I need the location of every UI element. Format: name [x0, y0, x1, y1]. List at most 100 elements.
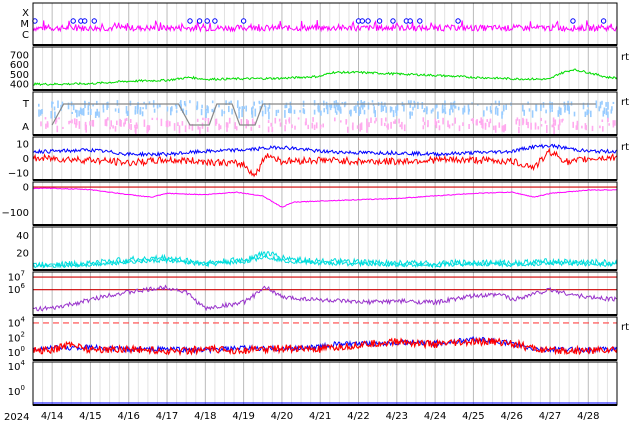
- t-mark: [175, 110, 178, 113]
- a-mark: [143, 119, 146, 127]
- x-tick-label: 4/26: [500, 411, 522, 422]
- a-mark: [322, 123, 324, 128]
- t-mark: [267, 107, 270, 112]
- t-mark: [426, 107, 428, 111]
- a-mark: [311, 122, 314, 129]
- t-mark: [268, 111, 270, 120]
- t-mark: [602, 110, 605, 117]
- a-mark: [267, 120, 270, 123]
- t-mark: [241, 109, 243, 118]
- t-mark: [117, 108, 120, 113]
- t-mark: [90, 108, 92, 115]
- a-mark: [575, 125, 578, 130]
- y-tick-label: X: [22, 8, 29, 19]
- a-mark: [401, 121, 403, 130]
- a-mark: [56, 125, 59, 133]
- a-mark: [518, 119, 521, 126]
- a-mark: [313, 124, 316, 130]
- t-mark: [320, 110, 322, 116]
- t-mark: [313, 100, 316, 106]
- a-mark: [114, 126, 117, 132]
- x-tick-label: 4/21: [309, 411, 331, 422]
- y-tick-label: 500: [10, 70, 29, 81]
- a-mark: [235, 126, 238, 131]
- a-mark: [320, 124, 322, 127]
- t-mark: [211, 108, 213, 112]
- a-mark: [599, 125, 601, 129]
- t-mark: [367, 102, 370, 110]
- t-mark: [285, 102, 288, 109]
- flare-marker: [81, 18, 88, 24]
- a-mark: [110, 120, 112, 127]
- panel-frame: [32, 2, 618, 46]
- t-mark: [275, 109, 278, 117]
- t-mark: [239, 106, 241, 110]
- t-mark: [549, 107, 551, 113]
- bz-series: [32, 147, 618, 178]
- t-mark: [39, 109, 42, 116]
- t-mark: [551, 109, 553, 112]
- a-mark: [304, 121, 307, 126]
- t-mark: [238, 108, 240, 112]
- a-mark: [468, 124, 470, 129]
- t-mark: [490, 110, 492, 114]
- t-mark: [392, 110, 395, 118]
- t-mark: [350, 109, 352, 117]
- a-mark: [146, 125, 149, 132]
- t-mark: [586, 109, 589, 116]
- right-label: rt: [621, 142, 629, 153]
- a-mark: [271, 127, 274, 132]
- a-mark: [434, 118, 437, 126]
- t-mark: [84, 101, 86, 109]
- y-tick-label: T: [22, 99, 30, 110]
- x-tick-label: 4/24: [424, 411, 446, 422]
- a-mark: [608, 123, 610, 126]
- t-mark: [74, 109, 77, 113]
- tick-exponent: 2: [21, 330, 25, 338]
- t-mark: [218, 104, 220, 108]
- tick-exponent: 6: [21, 282, 26, 290]
- a-mark: [479, 120, 481, 124]
- a-mark: [75, 118, 78, 126]
- a-mark: [123, 122, 125, 127]
- x-tick-label: 4/27: [539, 411, 561, 422]
- a-mark: [92, 119, 95, 127]
- t-mark: [228, 105, 230, 113]
- t-mark: [67, 102, 70, 110]
- t-mark: [207, 106, 209, 114]
- t-mark: [489, 106, 492, 112]
- a-mark: [451, 123, 454, 126]
- panel-frame: [32, 136, 618, 181]
- a-mark: [614, 120, 616, 126]
- t-mark: [607, 111, 609, 119]
- t-mark: [353, 106, 356, 111]
- a-mark: [91, 120, 94, 127]
- tick-exponent: 7: [21, 270, 25, 278]
- a-mark: [572, 121, 574, 128]
- y-tick-label: 104: [8, 359, 26, 373]
- a-mark: [503, 125, 505, 133]
- a-mark: [398, 118, 400, 124]
- a-mark: [73, 118, 76, 125]
- t-mark: [359, 108, 362, 115]
- t-mark: [231, 108, 233, 115]
- bt-series: [32, 143, 618, 158]
- a-mark: [334, 117, 336, 122]
- a-mark: [488, 121, 490, 128]
- a-mark: [297, 117, 300, 120]
- a-mark: [181, 121, 184, 126]
- flare-marker: [204, 18, 210, 24]
- a-mark: [472, 118, 474, 124]
- t-mark: [182, 108, 185, 114]
- t-mark: [221, 109, 223, 117]
- t-mark: [127, 110, 129, 116]
- t-mark: [317, 105, 320, 110]
- t-mark: [587, 102, 589, 108]
- a-mark: [493, 125, 495, 131]
- a-mark: [576, 122, 579, 130]
- a-mark: [561, 119, 563, 123]
- a-mark: [544, 120, 547, 124]
- a-mark: [284, 125, 286, 132]
- t-mark: [380, 104, 383, 113]
- a-mark: [375, 117, 377, 122]
